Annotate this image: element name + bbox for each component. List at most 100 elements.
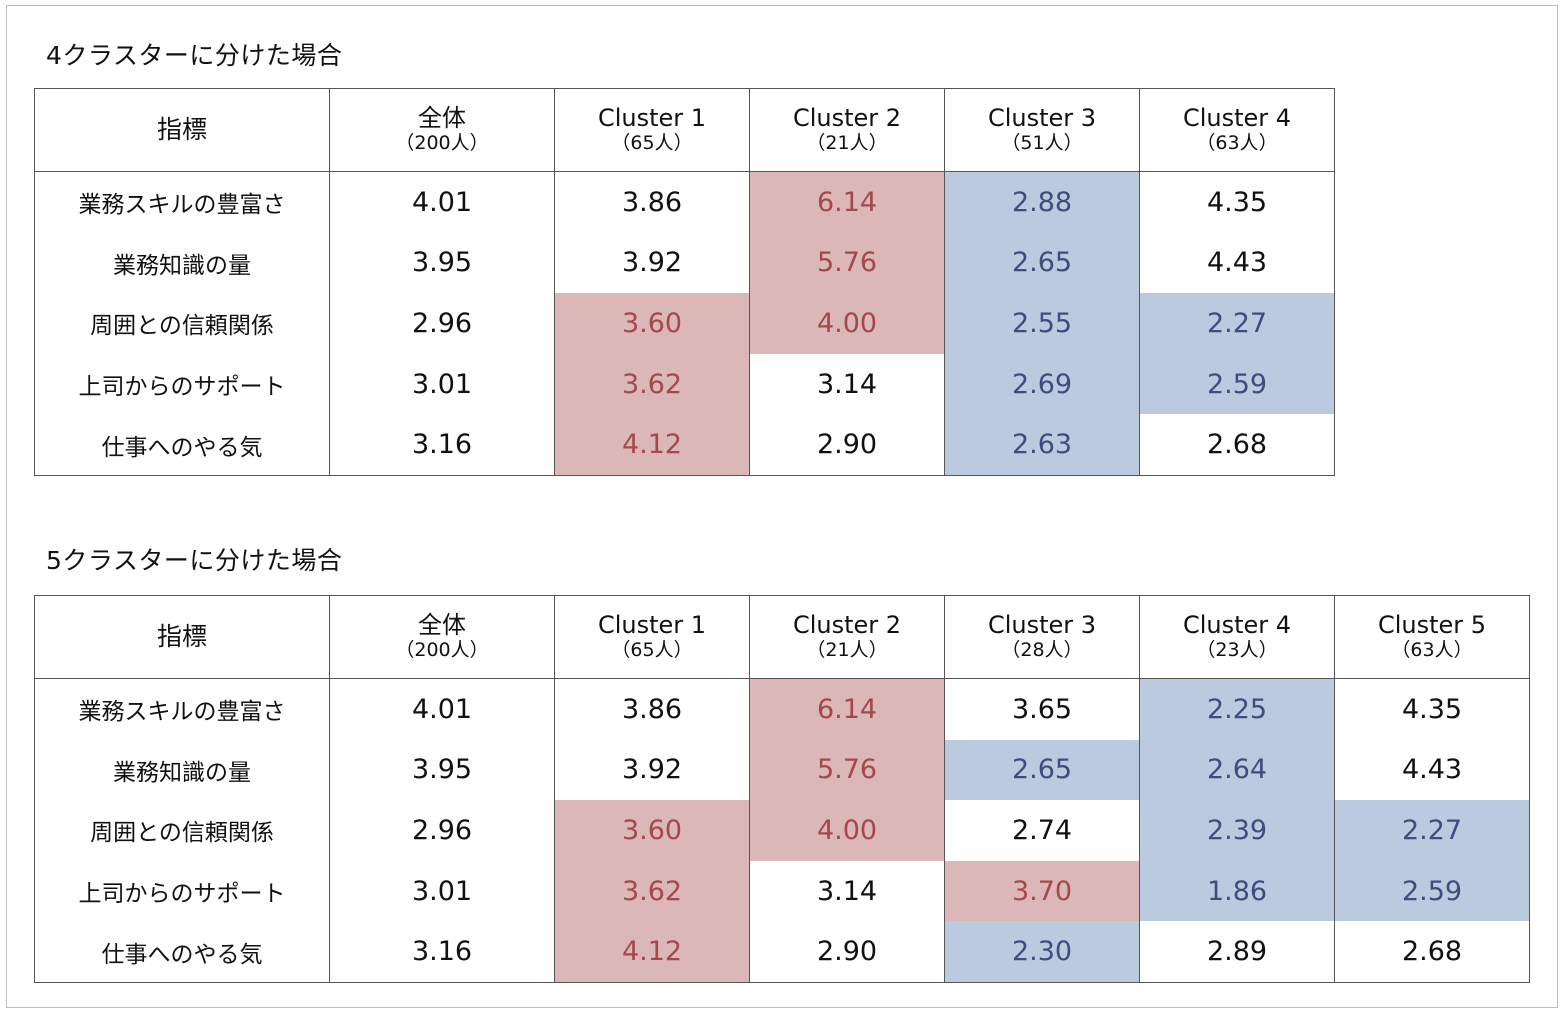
value-cell: 4.43: [1139, 232, 1335, 294]
column-count: （65人）: [611, 131, 693, 154]
table-row: 業務スキルの豊富さ 4.01 3.86 6.14 2.88 4.35: [34, 171, 1335, 233]
column-name: Cluster 4: [1182, 104, 1292, 133]
value-cell: 4.00: [749, 800, 945, 861]
column-name: Cluster 3: [987, 104, 1097, 133]
value-cell: 2.96: [329, 293, 555, 354]
value-cell: 6.14: [749, 678, 945, 740]
row-label: 業務スキルの豊富さ: [34, 678, 330, 740]
table-row: 業務知識の量 3.95 3.92 5.76 2.65 2.64 4.43: [34, 739, 1530, 801]
column-name: Cluster 2: [792, 104, 902, 133]
value-cell: 3.95: [329, 232, 555, 294]
value-cell: 6.14: [749, 171, 945, 233]
column-name: Cluster 1: [597, 611, 707, 640]
row-label: 業務スキルの豊富さ: [34, 171, 330, 233]
value-cell: 3.14: [749, 860, 945, 922]
value-cell: 2.59: [1139, 353, 1335, 415]
column-name: 全体: [418, 104, 466, 133]
column-name: Cluster 3: [987, 611, 1097, 640]
value-cell: 3.60: [554, 800, 750, 861]
column-count: （21人）: [806, 131, 888, 154]
column-count: （28人）: [1001, 638, 1083, 661]
row-label: 業務知識の量: [34, 739, 330, 801]
value-cell: 3.14: [749, 353, 945, 415]
column-header-cluster-2: Cluster 2 （21人）: [749, 88, 945, 172]
column-header-cluster-3: Cluster 3 （51人）: [944, 88, 1140, 172]
column-count: （200人）: [395, 131, 489, 154]
column-header-overall: 全体 （200人）: [329, 88, 555, 172]
table-row: 業務知識の量 3.95 3.92 5.76 2.65 4.43: [34, 232, 1335, 294]
table-row: 仕事へのやる気 3.16 4.12 2.90 2.30 2.89 2.68: [34, 921, 1530, 983]
column-header-cluster-3: Cluster 3 （28人）: [944, 595, 1140, 679]
section-title-5-clusters: 5クラスターに分けた場合: [46, 546, 343, 575]
table-row: 上司からのサポート 3.01 3.62 3.14 3.70 1.86 2.59: [34, 860, 1530, 922]
column-count: （23人）: [1196, 638, 1278, 661]
value-cell: 2.65: [944, 232, 1140, 294]
row-label: 上司からのサポート: [34, 860, 330, 922]
header-row: 指標 全体 （200人） Cluster 1 （65人） Cluster 2 （21人…: [34, 88, 1335, 172]
column-name: Cluster 4: [1182, 611, 1292, 640]
row-label: 周囲との信頼関係: [34, 293, 330, 354]
value-cell: 4.35: [1334, 678, 1530, 740]
value-cell: 3.60: [554, 293, 750, 354]
column-header-cluster-2: Cluster 2 （21人）: [749, 595, 945, 679]
value-cell: 4.35: [1139, 171, 1335, 233]
value-cell: 3.86: [554, 171, 750, 233]
column-count: （200人）: [395, 638, 489, 661]
table-row: 周囲との信頼関係 2.96 3.60 4.00 2.74 2.39 2.27: [34, 800, 1530, 861]
column-header-cluster-5: Cluster 5 （63人）: [1334, 595, 1530, 679]
value-cell: 2.74: [944, 800, 1140, 861]
column-header-overall: 全体 （200人）: [329, 595, 555, 679]
value-cell: 2.89: [1139, 921, 1335, 983]
value-cell: 4.43: [1334, 739, 1530, 801]
table-row: 周囲との信頼関係 2.96 3.60 4.00 2.55 2.27: [34, 293, 1335, 354]
value-cell: 2.63: [944, 414, 1140, 476]
row-label: 業務知識の量: [34, 232, 330, 294]
column-name: Cluster 1: [597, 104, 707, 133]
value-cell: 2.88: [944, 171, 1140, 233]
value-cell: 3.01: [329, 860, 555, 922]
value-cell: 2.59: [1334, 860, 1530, 922]
section-title-4-clusters: 4クラスターに分けた場合: [46, 41, 343, 70]
value-cell: 4.12: [554, 414, 750, 476]
value-cell: 3.62: [554, 860, 750, 922]
column-count: （21人）: [806, 638, 888, 661]
value-cell: 2.30: [944, 921, 1140, 983]
column-count: （65人）: [611, 638, 693, 661]
value-cell: 5.76: [749, 232, 945, 294]
row-label: 仕事へのやる気: [34, 414, 330, 476]
column-count: （63人）: [1196, 131, 1278, 154]
column-header-cluster-4: Cluster 4 （23人）: [1139, 595, 1335, 679]
cluster-table-4: 指標 全体 （200人） Cluster 1 （65人） Cluster 2 （21人…: [34, 88, 1335, 476]
value-cell: 2.25: [1139, 678, 1335, 740]
value-cell: 4.12: [554, 921, 750, 983]
value-cell: 2.65: [944, 739, 1140, 801]
value-cell: 3.65: [944, 678, 1140, 740]
column-header-cluster-1: Cluster 1 （65人）: [554, 88, 750, 172]
value-cell: 3.86: [554, 678, 750, 740]
value-cell: 2.27: [1139, 293, 1335, 354]
value-cell: 5.76: [749, 739, 945, 801]
value-cell: 2.90: [749, 921, 945, 983]
table-row: 業務スキルの豊富さ 4.01 3.86 6.14 3.65 2.25 4.35: [34, 678, 1530, 740]
index-header: 指標: [34, 595, 330, 679]
value-cell: 2.68: [1139, 414, 1335, 476]
value-cell: 3.92: [554, 739, 750, 801]
row-label: 上司からのサポート: [34, 353, 330, 415]
column-name: Cluster 2: [792, 611, 902, 640]
column-header-cluster-1: Cluster 1 （65人）: [554, 595, 750, 679]
value-cell: 4.00: [749, 293, 945, 354]
value-cell: 3.92: [554, 232, 750, 294]
value-cell: 3.16: [329, 921, 555, 983]
value-cell: 2.55: [944, 293, 1140, 354]
header-row: 指標 全体 （200人） Cluster 1 （65人） Cluster 2 （21人…: [34, 595, 1530, 679]
table-row: 上司からのサポート 3.01 3.62 3.14 2.69 2.59: [34, 353, 1335, 415]
value-cell: 2.27: [1334, 800, 1530, 861]
value-cell: 4.01: [329, 678, 555, 740]
index-header: 指標: [34, 88, 330, 172]
value-cell: 2.39: [1139, 800, 1335, 861]
value-cell: 2.68: [1334, 921, 1530, 983]
column-header-cluster-4: Cluster 4 （63人）: [1139, 88, 1335, 172]
column-count: （51人）: [1001, 131, 1083, 154]
page-frame: [6, 5, 1558, 1008]
column-name: 全体: [418, 611, 466, 640]
